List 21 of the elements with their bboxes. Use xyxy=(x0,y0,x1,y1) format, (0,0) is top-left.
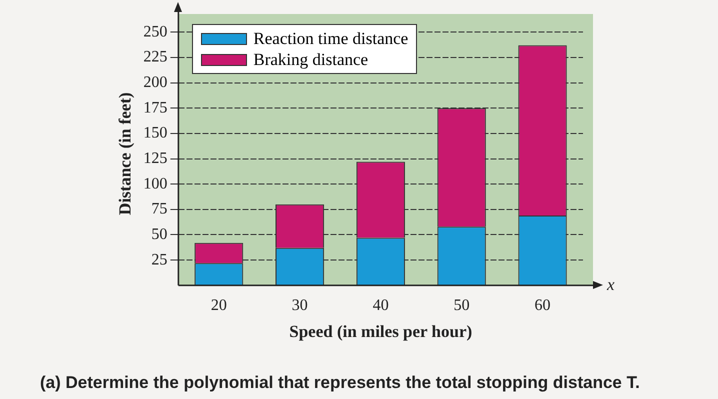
y-tick-label: 175 xyxy=(143,99,168,116)
x-tick-label: 40 xyxy=(372,297,389,314)
y-tick-label: 75 xyxy=(151,200,168,218)
legend-label: Reaction time distance xyxy=(253,28,408,49)
y-axis-title: Distance (in feet) xyxy=(116,92,135,216)
text: x xyxy=(606,274,615,294)
x-tick-label: 50 xyxy=(454,297,470,314)
y-tick-label: 150 xyxy=(143,124,168,142)
text: (a) Determine the polynomial that represents the total stopping distance T. xyxy=(40,373,640,392)
y-tick-label: 200 xyxy=(143,74,168,91)
x-tick-label: 60 xyxy=(534,297,551,314)
legend-label: Braking distance xyxy=(253,49,368,70)
y-tick-label: 125 xyxy=(143,150,168,167)
y-tick-label: 100 xyxy=(143,175,168,192)
y-tick-label: 250 xyxy=(143,23,168,40)
x-tick-label: 30 xyxy=(292,297,308,314)
y-tick-label: 25 xyxy=(151,251,168,268)
y-tick-label: 50 xyxy=(151,226,168,243)
x-axis-title: Speed (in miles per hour) xyxy=(289,322,472,342)
x-tick-label: 20 xyxy=(210,297,227,314)
y-tick-label: 225 xyxy=(143,48,168,66)
